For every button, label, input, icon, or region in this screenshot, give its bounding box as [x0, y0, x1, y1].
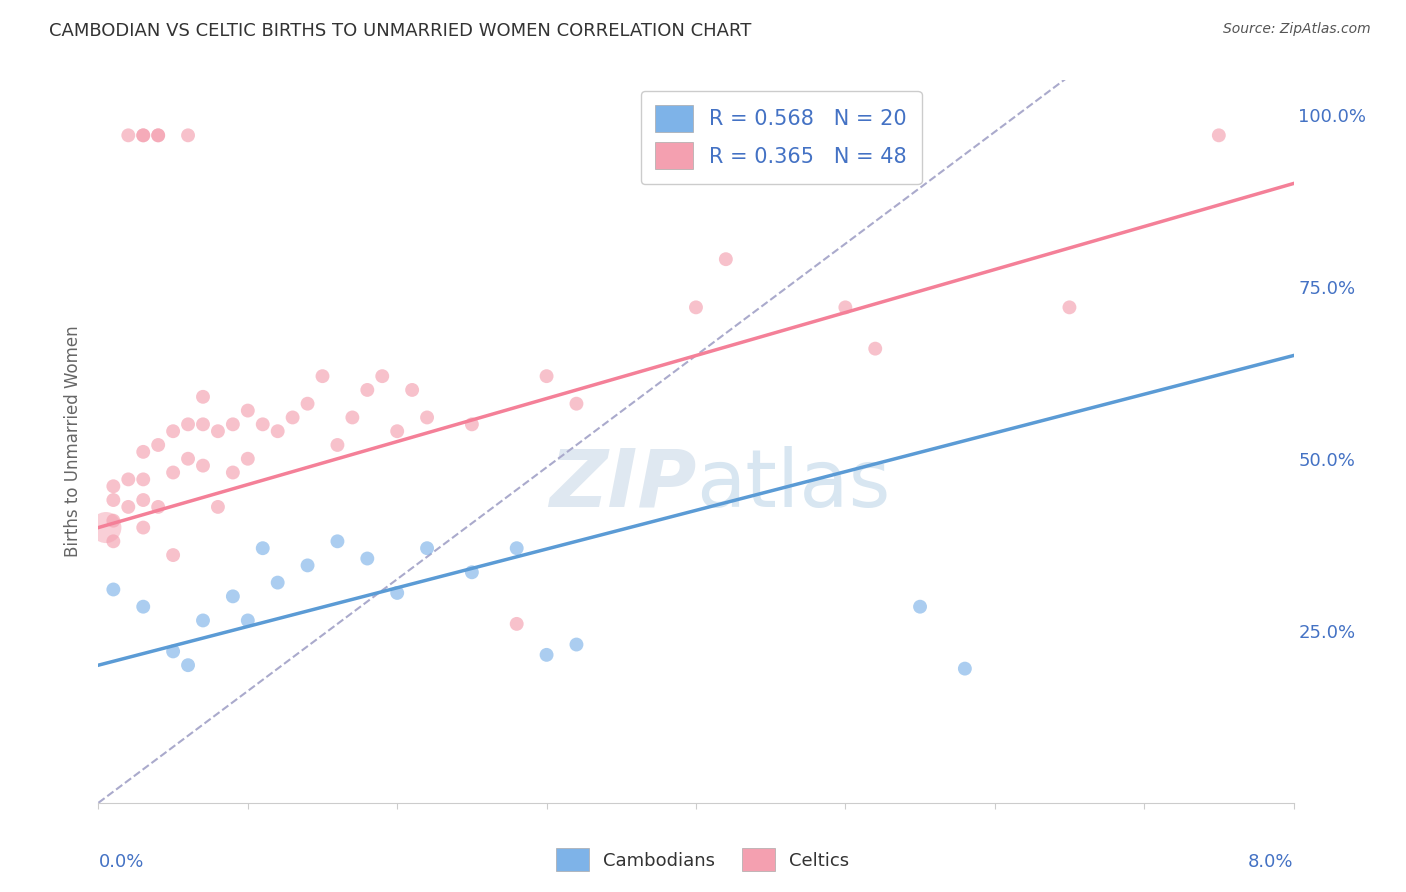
Point: [342, 410, 364, 425]
Point: [207, 500, 229, 514]
Point: [94, 520, 117, 534]
Point: [385, 586, 409, 600]
Point: [117, 472, 139, 486]
Point: [177, 417, 200, 432]
Point: [148, 500, 170, 514]
Point: [281, 410, 304, 425]
Text: 0.0%: 0.0%: [98, 854, 143, 871]
Point: [162, 466, 184, 480]
Point: [297, 397, 319, 411]
Point: [191, 614, 214, 628]
Point: [506, 616, 529, 631]
Point: [103, 493, 125, 508]
Point: [132, 472, 155, 486]
Point: [1208, 128, 1230, 143]
Point: [416, 410, 439, 425]
Point: [177, 658, 200, 673]
Point: [132, 128, 155, 143]
Point: [401, 383, 423, 397]
Point: [177, 451, 200, 466]
Point: [148, 438, 170, 452]
Point: [953, 662, 976, 676]
Point: [222, 417, 245, 432]
Point: [371, 369, 394, 384]
Text: 8.0%: 8.0%: [1249, 854, 1294, 871]
Point: [132, 445, 155, 459]
Point: [117, 128, 139, 143]
Point: [103, 582, 125, 597]
Point: [191, 458, 214, 473]
Legend: R = 0.568   N = 20, R = 0.365   N = 48: R = 0.568 N = 20, R = 0.365 N = 48: [641, 91, 921, 184]
Point: [416, 541, 439, 556]
Point: [297, 558, 319, 573]
Point: [103, 534, 125, 549]
Point: [191, 417, 214, 432]
Point: [565, 638, 588, 652]
Point: [252, 541, 274, 556]
Point: [191, 390, 214, 404]
Point: [103, 479, 125, 493]
Point: [326, 534, 349, 549]
Point: [461, 417, 484, 432]
Point: [132, 128, 155, 143]
Text: ZIP: ZIP: [548, 446, 696, 524]
Point: [834, 301, 856, 315]
Point: [252, 417, 274, 432]
Point: [565, 397, 588, 411]
Point: [132, 493, 155, 508]
Text: atlas: atlas: [696, 446, 890, 524]
Point: [356, 551, 378, 566]
Point: [865, 342, 887, 356]
Point: [132, 520, 155, 534]
Point: [1059, 301, 1081, 315]
Point: [117, 500, 139, 514]
Y-axis label: Births to Unmarried Women: Births to Unmarried Women: [63, 326, 82, 558]
Point: [311, 369, 333, 384]
Point: [385, 424, 409, 438]
Point: [222, 466, 245, 480]
Point: [148, 128, 170, 143]
Point: [506, 541, 529, 556]
Point: [103, 514, 125, 528]
Point: [177, 128, 200, 143]
Point: [148, 128, 170, 143]
Point: [685, 301, 707, 315]
Point: [162, 548, 184, 562]
Point: [236, 451, 259, 466]
Text: Source: ZipAtlas.com: Source: ZipAtlas.com: [1223, 22, 1371, 37]
Point: [461, 566, 484, 580]
Point: [236, 614, 259, 628]
Point: [236, 403, 259, 417]
Point: [132, 599, 155, 614]
Text: CAMBODIAN VS CELTIC BIRTHS TO UNMARRIED WOMEN CORRELATION CHART: CAMBODIAN VS CELTIC BIRTHS TO UNMARRIED …: [49, 22, 752, 40]
Point: [714, 252, 737, 267]
Point: [536, 369, 558, 384]
Point: [162, 644, 184, 658]
Point: [222, 590, 245, 604]
Point: [162, 424, 184, 438]
Point: [267, 575, 290, 590]
Point: [536, 648, 558, 662]
Point: [207, 424, 229, 438]
Point: [908, 599, 931, 614]
Legend: Cambodians, Celtics: Cambodians, Celtics: [550, 841, 856, 879]
Point: [326, 438, 349, 452]
Point: [267, 424, 290, 438]
Point: [356, 383, 378, 397]
